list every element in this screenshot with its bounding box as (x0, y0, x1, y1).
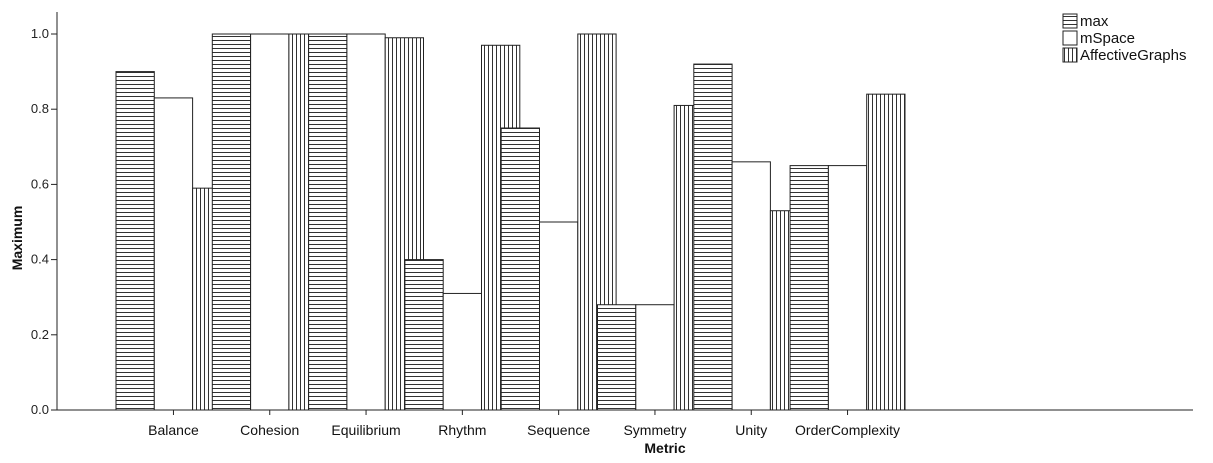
bar-mspace-equilibrium (346, 33, 386, 411)
legend-swatch-affectivegraphs (1062, 47, 1078, 63)
y-axis-title: Maximum (9, 206, 25, 271)
bar-max-ordercomplexity (789, 165, 829, 411)
bar-max-balance (115, 71, 155, 411)
x-tick-label: Unity (735, 422, 767, 438)
x-tick-label: Sequence (527, 422, 590, 438)
x-tick-label: Cohesion (240, 422, 299, 438)
legend-label-mspace: mSpace (1080, 30, 1135, 47)
x-tick-label: Rhythm (438, 422, 486, 438)
bar-mspace-balance (153, 97, 194, 411)
y-tick-label: 0.6 (31, 176, 49, 191)
bar-max-sequence (500, 127, 541, 411)
legend-swatch-max (1062, 13, 1078, 29)
bar-mspace-symmetry (635, 304, 675, 411)
bar-max-equilibrium (308, 33, 348, 411)
x-tick-label: Balance (148, 422, 199, 438)
legend-label-affectivegraphs: AffectiveGraphs (1080, 47, 1186, 64)
bar-max-rhythm (404, 259, 444, 411)
bar-mspace-sequence (539, 221, 579, 411)
bar-mspace-rhythm (442, 292, 483, 411)
legend-label-max: max (1080, 13, 1109, 30)
bar-max-symmetry (597, 304, 637, 411)
x-tick-label: Symmetry (623, 422, 686, 438)
bars (115, 33, 906, 411)
x-tick-label: OrderComplexity (795, 422, 900, 438)
y-tick-label: 0.4 (31, 252, 49, 267)
legend-swatch-mspace (1062, 30, 1078, 46)
y-tick-label: 0.8 (31, 101, 49, 116)
labels: 0.0 0.2 0.4 0.6 0.8 1.0 Balance Cohesion Equilib… (9, 26, 900, 456)
bar-mspace-ordercomplexity (827, 165, 868, 411)
y-tick-label: 0.2 (31, 327, 49, 342)
bar-max-cohesion (211, 33, 252, 411)
y-tick-label: 1.0 (31, 26, 49, 41)
x-tick-label: Equilibrium (331, 422, 400, 438)
bar-max-unity (693, 63, 733, 411)
bar-mspace-unity (731, 161, 771, 411)
x-axis-title: Metric (644, 440, 685, 456)
y-tick-label: 0.0 (31, 402, 49, 417)
bar-mspace-cohesion (250, 33, 290, 411)
bar-affectivegraphs-ordercomplexity (866, 93, 906, 411)
